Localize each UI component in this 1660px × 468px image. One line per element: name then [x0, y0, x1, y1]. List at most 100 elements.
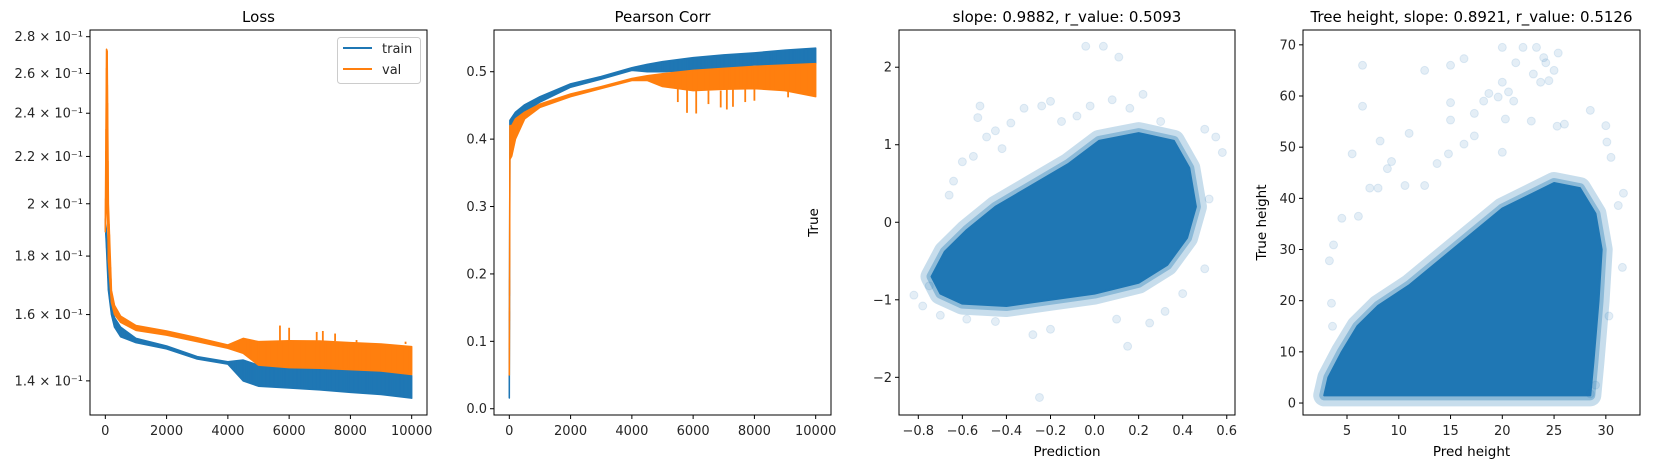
x-tick-label: 0.6 [1216, 424, 1237, 439]
scatter-point [1382, 164, 1392, 174]
scatter-point [1606, 152, 1616, 162]
scatter-point [975, 101, 985, 111]
scatter-point [1028, 330, 1038, 340]
y-tick-label: 2 [884, 61, 892, 76]
scatter-point [1081, 41, 1091, 51]
y-axis-label: True [806, 208, 822, 238]
scatter-point [1539, 53, 1549, 63]
scatter-point [1204, 194, 1214, 204]
scatter-point [924, 281, 934, 291]
scatter-point [1072, 111, 1082, 121]
y-tick-label: 40 [1279, 192, 1296, 207]
y-tick-label: 2.8 × 10⁻¹ [15, 30, 83, 45]
scatter-point [1375, 136, 1385, 146]
y-tick-label: 2.4 × 10⁻¹ [15, 107, 83, 122]
scatter-point [1559, 119, 1569, 129]
y-tick-label: 0.3 [466, 200, 487, 215]
scatter-point [1459, 139, 1469, 149]
scatter-point [1469, 108, 1479, 118]
scatter-point [962, 314, 972, 324]
x-tick-label: 8000 [334, 424, 367, 439]
subplot-title: Pearson Corr [614, 8, 711, 26]
subplot-1: 0 2000 4000 6000 8000 10000 1.4 × 10⁻¹ 1.6 × 10… [15, 8, 433, 439]
x-tick-label: 2000 [150, 424, 183, 439]
scatter-point [1085, 101, 1095, 111]
scatter-point [1358, 60, 1368, 70]
scatter-point [1329, 240, 1339, 250]
scatter-point [1509, 96, 1519, 106]
y-tick-label: 0.4 [466, 133, 487, 148]
scatter-point [1432, 159, 1442, 169]
scatter-point [909, 290, 919, 300]
scatter-point [1526, 116, 1536, 126]
x-tick-label: 6000 [677, 424, 710, 439]
y-tick-label: −2 [873, 371, 892, 386]
scatter-point [1541, 58, 1551, 68]
x-tick-label: 15 [1442, 424, 1459, 439]
y-tick-label: 2.2 × 10⁻¹ [15, 150, 83, 165]
scatter-point [997, 144, 1007, 154]
scatter-point [973, 113, 983, 123]
legend-label-train: train [382, 42, 412, 57]
axes-frame [89, 29, 428, 416]
scatter-point [1404, 128, 1414, 138]
scatter-point [1613, 201, 1623, 211]
x-tick-label: 5 [1343, 424, 1351, 439]
subplot-3: −0.8 −0.6 −0.4 −0.2 0.0 0.2 0.4 0.6 −2 −1 0 1 2 slope… [806, 8, 1237, 460]
x-tick-label: 10000 [795, 424, 836, 439]
scatter-point [1037, 101, 1047, 111]
axes-frame [493, 29, 832, 416]
scatter-point [1497, 42, 1507, 52]
scatter-point [1353, 211, 1363, 221]
y-tick-label: −1 [873, 293, 892, 308]
y-tick-label: 0 [1288, 397, 1296, 412]
y-tick-label: 0 [884, 216, 892, 231]
x-tick-label: 25 [1546, 424, 1563, 439]
scatter-point [957, 157, 967, 167]
scatter-point [1446, 60, 1456, 70]
scatter-point [1504, 87, 1514, 97]
x-tick-label: 10 [1390, 424, 1407, 439]
scatter-point [1324, 256, 1334, 266]
y-tick-label: 60 [1279, 90, 1296, 105]
scatter-point [1479, 96, 1489, 106]
x-tick-label: 0.2 [1128, 424, 1149, 439]
y-tick-label: 1 [884, 138, 892, 153]
axes-frame [1302, 29, 1641, 416]
scatter-point [1446, 115, 1456, 125]
y-tick-label: 50 [1279, 141, 1296, 156]
scatter-point [944, 190, 954, 200]
x-tick-label: 0 [101, 424, 109, 439]
scatter-point [1145, 318, 1155, 328]
x-tick-label: 0.0 [1084, 424, 1105, 439]
scatter-point [1347, 149, 1357, 159]
legend-label-val: val [382, 63, 401, 78]
y-tick-label: 1.8 × 10⁻¹ [15, 250, 83, 265]
scatter-point [1365, 183, 1375, 193]
scatter-point [1006, 118, 1016, 128]
scatter-point [1617, 262, 1627, 272]
scatter-point [918, 301, 928, 311]
subplot-4: 5 10 15 20 25 30 0 10 20 30 40 50 60 70 Tree height, s… [1254, 8, 1641, 460]
scatter-point [1045, 96, 1055, 106]
scatter-point [1518, 42, 1528, 52]
scatter-point [1178, 289, 1188, 299]
y-tick-label: 10 [1279, 345, 1296, 360]
scatter-point [1585, 105, 1595, 115]
subplot-2: 0 2000 4000 6000 8000 10000 0.0 0.1 0.2 0.3 0.4 0.5… [466, 8, 836, 439]
plot-area [508, 47, 817, 399]
scatter-point [935, 310, 945, 320]
scatter-dense-region [1323, 181, 1603, 397]
y-tick-label: 30 [1279, 243, 1296, 258]
y-tick-label: 1.6 × 10⁻¹ [15, 308, 83, 323]
scatter-point [1160, 306, 1170, 316]
x-tick-label: 0.4 [1172, 424, 1193, 439]
scatter-point [1373, 183, 1383, 193]
plot-area [104, 48, 413, 399]
y-axis-label: True height [1254, 185, 1270, 262]
plot-area [1313, 42, 1628, 407]
scatter-point [1536, 77, 1546, 87]
subplot-title: Loss [242, 8, 275, 26]
plot-area [909, 41, 1227, 402]
